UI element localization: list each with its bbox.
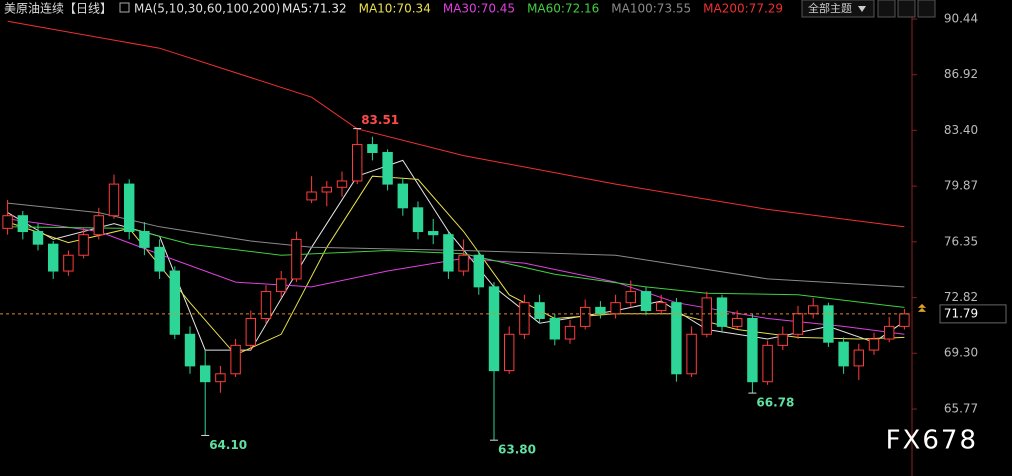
candle-body xyxy=(777,333,789,346)
candle-body xyxy=(655,302,667,312)
candle-body xyxy=(154,246,165,272)
ma-params: MA(5,10,30,60,100,200) xyxy=(134,2,280,16)
candle-body xyxy=(245,317,257,346)
candle-body xyxy=(579,306,591,327)
period: 【日线】 xyxy=(64,2,112,16)
candle-body xyxy=(184,333,196,367)
candle-body xyxy=(321,186,333,193)
candle-body xyxy=(382,151,393,185)
candle-body xyxy=(215,373,226,383)
y-tick-label: 79.87 xyxy=(944,179,978,193)
candle-body xyxy=(731,317,743,327)
watermark: FX678 xyxy=(886,426,978,456)
last-price-box xyxy=(939,304,1007,324)
candle-body xyxy=(716,297,728,327)
candle-body xyxy=(2,215,13,229)
candle-body xyxy=(853,349,865,367)
legend-entry: MA100:73.55 xyxy=(611,2,691,16)
y-tick-label: 90.44 xyxy=(944,12,978,26)
y-tick-label: 65.77 xyxy=(944,402,978,416)
legend-entry: MA200:77.29 xyxy=(703,2,783,16)
icon-button[interactable] xyxy=(917,0,936,18)
ma-line xyxy=(7,20,905,228)
candle-body xyxy=(351,144,363,182)
candle-body xyxy=(899,313,910,327)
candle-body xyxy=(397,183,409,209)
candle-body xyxy=(595,306,606,315)
candle-body xyxy=(275,278,287,293)
candle-body xyxy=(17,215,29,233)
y-tick-label: 69.30 xyxy=(944,346,978,360)
candle-body xyxy=(488,286,500,372)
candle-body xyxy=(838,341,849,367)
y-tick-label: 76.35 xyxy=(944,234,978,248)
candle-body xyxy=(701,297,713,335)
ma-line xyxy=(7,202,905,288)
candle-body xyxy=(199,365,211,383)
candle-body xyxy=(32,231,44,245)
candle-body xyxy=(519,302,530,335)
y-tick-label: 86.92 xyxy=(944,67,978,81)
candle-body xyxy=(807,305,819,315)
icon-button[interactable] xyxy=(897,0,916,18)
candle-body xyxy=(625,291,637,304)
candle-body xyxy=(868,338,880,351)
candle-body xyxy=(93,215,105,236)
candle-body xyxy=(473,254,485,288)
candle-body xyxy=(549,317,561,340)
annotation-label: 66.78 xyxy=(756,396,794,410)
legend-entry: MA30:70.45 xyxy=(443,2,515,16)
candle-body xyxy=(686,333,697,375)
candle-body xyxy=(306,191,317,201)
candle-body xyxy=(671,302,682,375)
y-tick-label: 83.40 xyxy=(944,123,978,137)
candle-body xyxy=(230,344,241,375)
annotation-label: 83.51 xyxy=(361,113,399,127)
annotation-label: 63.80 xyxy=(498,443,536,457)
candle-body xyxy=(762,344,773,383)
candle-body xyxy=(443,234,454,272)
candle-body xyxy=(336,180,348,188)
candle-body xyxy=(169,270,181,335)
candle-body xyxy=(610,302,621,315)
candle-body xyxy=(78,234,89,256)
candle-body xyxy=(108,183,120,217)
theme-dropdown[interactable] xyxy=(801,0,875,18)
candle-body xyxy=(260,291,272,319)
symbol: 美原油连续 xyxy=(4,1,64,16)
candle-body xyxy=(883,325,895,340)
candle-body xyxy=(458,254,469,272)
candle-body xyxy=(291,238,302,280)
theme-label: 全部主题 xyxy=(808,1,852,15)
legend-entry: MA60:72.16 xyxy=(527,2,599,16)
candle-body xyxy=(534,302,545,319)
candle-body xyxy=(792,313,804,335)
candle-body xyxy=(564,325,576,340)
dropdown-arrow xyxy=(858,6,866,12)
legend-entry: MA10:70.34 xyxy=(359,2,431,16)
annotation-label: 64.10 xyxy=(209,438,247,452)
icon[interactable] xyxy=(119,2,130,13)
candle-body xyxy=(63,254,74,272)
candle-body xyxy=(640,291,652,312)
candle-body xyxy=(427,231,439,236)
last-price-arrow xyxy=(918,303,926,312)
y-tick-label: 72.82 xyxy=(944,290,978,304)
candle-body xyxy=(412,207,424,233)
candle-body xyxy=(503,333,515,372)
legend-entry: MA5:71.32 xyxy=(282,2,347,16)
candle-body xyxy=(367,144,378,153)
candle-body xyxy=(47,243,59,272)
last-price-label: 71.79 xyxy=(944,306,978,320)
candle-body xyxy=(823,305,834,343)
candle-body xyxy=(747,317,758,383)
candle-body xyxy=(139,231,150,248)
icon-button[interactable] xyxy=(877,0,896,18)
candle-body xyxy=(123,183,135,233)
